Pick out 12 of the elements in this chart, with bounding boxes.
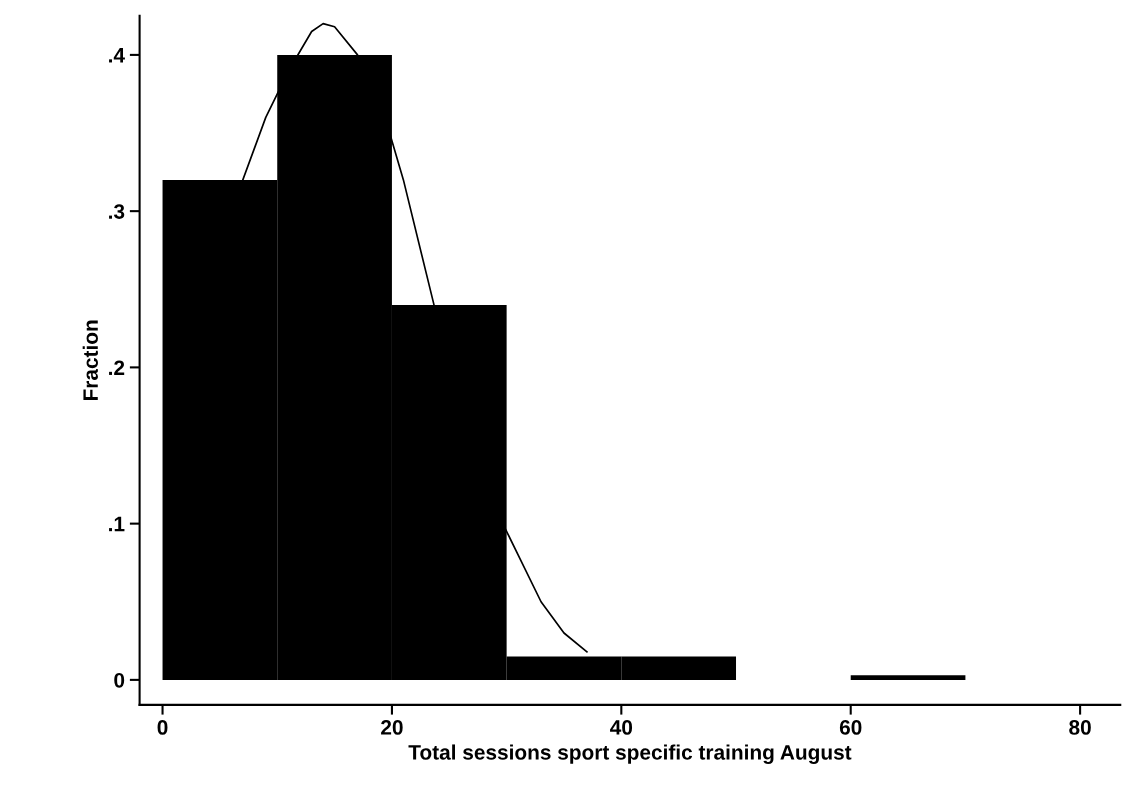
- x-tick-label: 80: [1069, 720, 1091, 735]
- y-tick-label: .2: [109, 360, 125, 375]
- y-tick-label: .1: [109, 516, 125, 532]
- y-tick-label: .4: [109, 48, 125, 63]
- y-tick-label: .3: [109, 204, 125, 219]
- y-axis-title: Fraction: [82, 320, 98, 401]
- x-tick-label: 20: [381, 720, 403, 735]
- y-tick-label: 0: [114, 672, 125, 688]
- x-tick-label: 40: [610, 720, 633, 735]
- x-axis-title: Total sessions sport specific training August: [408, 744, 852, 764]
- x-tick-label: 60: [839, 720, 862, 735]
- x-tick-label: 0: [157, 720, 168, 735]
